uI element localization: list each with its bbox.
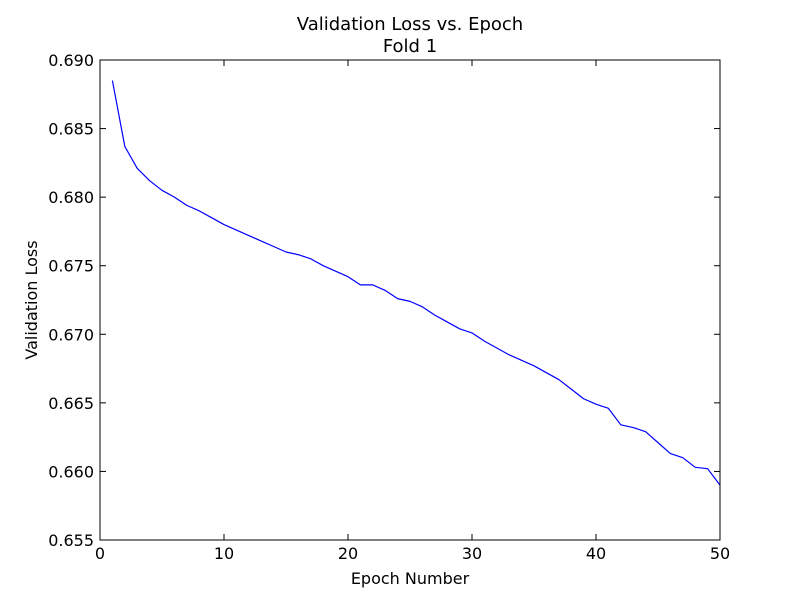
x-axis-label: Epoch Number: [351, 569, 470, 588]
x-axis-ticks: 0 10 20 30 40 50: [95, 60, 730, 563]
series-line-0: [111, 80, 721, 486]
x-tick-label: 20: [338, 544, 358, 563]
y-tick-label: 0.690: [48, 51, 94, 70]
y-tick-label: 0.680: [48, 188, 94, 207]
y-tick-label: 0.675: [48, 257, 94, 276]
series-layer: [111, 80, 721, 486]
x-tick-label: 40: [586, 544, 606, 563]
y-tick-label: 0.665: [48, 394, 94, 413]
x-tick-label: 50: [710, 544, 730, 563]
chart-title: Validation Loss vs. Epoch: [297, 14, 523, 35]
plot-area-frame: [99, 59, 721, 541]
x-tick-label: 10: [214, 544, 234, 563]
y-axis-ticks: 0.655 0.660 0.665 0.670 0.675 0.680 0.685 0.690: [48, 51, 720, 550]
y-tick-label: 0.660: [48, 462, 94, 481]
y-axis-label: Validation Loss: [22, 240, 41, 359]
x-tick-label: 30: [462, 544, 482, 563]
y-tick-label: 0.670: [48, 325, 94, 344]
x-tick-label: 0: [95, 544, 105, 563]
y-tick-label: 0.655: [48, 531, 94, 550]
y-tick-label: 0.685: [48, 120, 94, 139]
chart-subtitle: Fold 1: [383, 36, 437, 57]
